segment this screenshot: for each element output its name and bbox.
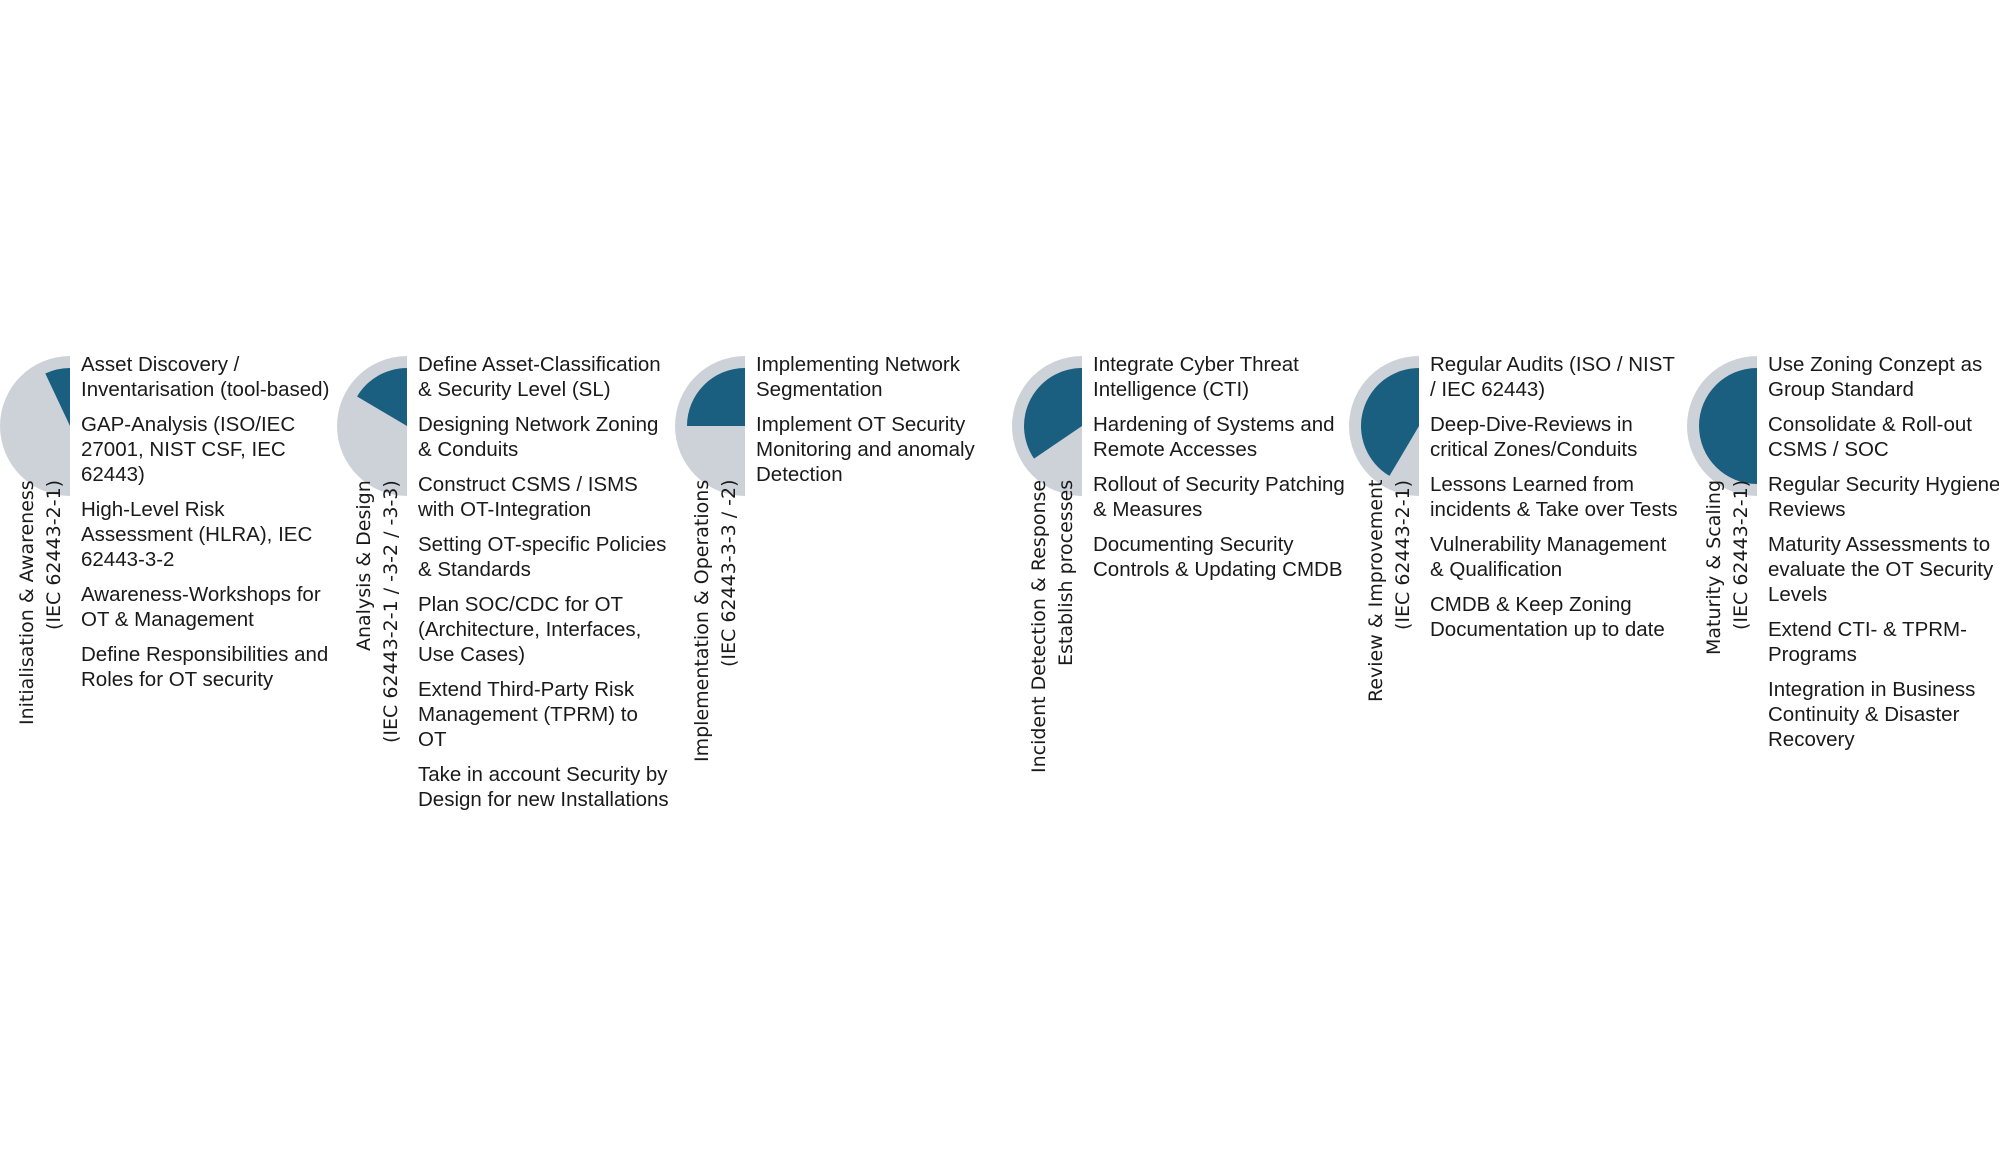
phase-column: Implementation & Operations (IEC 62443-3-… <box>675 352 1005 912</box>
pie-progress-sector <box>1699 368 1757 484</box>
list-item: Implement OT Security Monitoring and ano… <box>756 413 975 486</box>
list-item: Consolidate & Roll-out CSMS / SOC <box>1768 413 1972 461</box>
phase-item-list: Asset Discovery / Inventarisation (tool-… <box>81 352 333 702</box>
phase-title: Implementation & Operations <box>691 480 713 763</box>
phase-subtitle: (IEC 62443-2-1) <box>1730 480 1752 631</box>
phase-subtitle: (IEC 62443-2-1) <box>43 480 65 631</box>
phase-item-list: Implementing Network Segmentation Impleme… <box>756 352 1008 497</box>
list-item: High-Level Risk Assessment (HLRA), IEC 6… <box>81 498 313 571</box>
phase-title: Maturity & Scaling <box>1703 480 1725 656</box>
list-item: Define Asset-Classification & Security L… <box>418 353 661 401</box>
list-item: Asset Discovery / Inventarisation (tool-… <box>81 353 330 401</box>
list-item: Hardening of Systems and Remote Accesses <box>1093 413 1335 461</box>
phase-column: Analysis & Design (IEC 62443-2-1 / -3-2 /… <box>337 352 670 912</box>
phase-label: Analysis & Design (IEC 62443-2-1 / -3-2 /… <box>351 480 411 820</box>
pie-progress-sector <box>1361 368 1419 476</box>
list-item: Regular Security Hygiene Reviews <box>1768 473 1999 521</box>
phase-title: Analysis & Design <box>353 480 375 651</box>
phase-subtitle: (IEC 62443-3-3 / -2) <box>718 480 740 668</box>
list-item: Designing Network Zoning & Conduits <box>418 413 659 461</box>
phase-column: Incident Detection & Response Establish p… <box>1012 352 1345 912</box>
phase-item-list: Define Asset-Classification & Security L… <box>418 352 670 822</box>
list-item: Define Responsibilities and Roles for OT… <box>81 643 329 691</box>
phase-label: Maturity & Scaling (IEC 62443-2-1) <box>1701 480 1761 820</box>
progress-pie-icon <box>1687 356 1757 496</box>
progress-pie-icon <box>1349 356 1419 496</box>
phase-title: Incident Detection & Response <box>1028 480 1050 774</box>
progress-pie-icon <box>337 356 407 496</box>
phase-title: Initialisation & Awareness <box>16 480 38 725</box>
phase-subtitle: (IEC 62443-2-1 / -3-2 / -3-3) <box>380 480 402 743</box>
list-item: Vulnerability Management & Qualification <box>1430 533 1667 581</box>
list-item: Regular Audits (ISO / NIST / IEC 62443) <box>1430 353 1675 401</box>
list-item: Use Zoning Conzept as Group Standard <box>1768 353 1983 401</box>
list-item: Deep-Dive-Reviews in critical Zones/Cond… <box>1430 413 1638 461</box>
list-item: Maturity Assessments to evaluate the OT … <box>1768 533 1994 606</box>
list-item: Plan SOC/CDC for OT (Architecture, Inter… <box>418 593 642 666</box>
list-item: Extend CTI- & TPRM-Programs <box>1768 618 1967 666</box>
progress-pie-icon <box>675 356 745 496</box>
phase-subtitle: Establish processes <box>1055 480 1077 667</box>
phase-column: Maturity & Scaling (IEC 62443-2-1) Use Zon… <box>1687 352 1999 912</box>
phase-title: Review & Improvement <box>1365 480 1387 703</box>
list-item: Integrate Cyber Threat Intelligence (CTI… <box>1093 353 1299 401</box>
list-item: Awareness-Workshops for OT & Management <box>81 583 321 631</box>
phase-item-list: Regular Audits (ISO / NIST / IEC 62443) D… <box>1430 352 1682 652</box>
list-item: Implementing Network Segmentation <box>756 353 960 401</box>
phase-column: Review & Improvement (IEC 62443-2-1) Regul… <box>1349 352 1679 912</box>
pie-progress-sector <box>1024 368 1082 459</box>
list-item: Setting OT-specific Policies & Standards <box>418 533 667 581</box>
list-item: Documenting Security Controls & Updating… <box>1093 533 1343 581</box>
phase-label: Implementation & Operations (IEC 62443-3-… <box>689 480 749 820</box>
pie-progress-sector <box>687 368 745 426</box>
phase-item-list: Use Zoning Conzept as Group Standard Cons… <box>1768 352 1999 762</box>
pie-track <box>0 356 70 496</box>
phase-label: Review & Improvement (IEC 62443-2-1) <box>1363 480 1423 820</box>
list-item: Extend Third-Party Risk Management (TPRM… <box>418 678 638 751</box>
phase-subtitle: (IEC 62443-2-1) <box>1392 480 1414 631</box>
pie-progress-sector <box>357 368 407 426</box>
progress-pie-icon <box>1012 356 1082 496</box>
list-item: Lessons Learned from incidents & Take ov… <box>1430 473 1678 521</box>
list-item: Take in account Security by Design for n… <box>418 763 669 811</box>
list-item: Construct CSMS / ISMS with OT-Integratio… <box>418 473 638 521</box>
list-item: Integration in Business Continuity & Dis… <box>1768 678 1976 751</box>
phase-item-list: Integrate Cyber Threat Intelligence (CTI… <box>1093 352 1345 592</box>
list-item: Rollout of Security Patching & Measures <box>1093 473 1345 521</box>
phase-column: Initialisation & Awareness (IEC 62443-2-1… <box>0 352 330 912</box>
phase-label: Incident Detection & Response Establish p… <box>1026 480 1086 820</box>
progress-pie-icon <box>0 356 70 496</box>
pie-progress-sector <box>45 368 70 426</box>
list-item: GAP-Analysis (ISO/IEC 27001, NIST CSF, I… <box>81 413 296 486</box>
list-item: CMDB & Keep Zoning Documentation up to d… <box>1430 593 1665 641</box>
phase-label: Initialisation & Awareness (IEC 62443-2-1… <box>14 480 74 820</box>
